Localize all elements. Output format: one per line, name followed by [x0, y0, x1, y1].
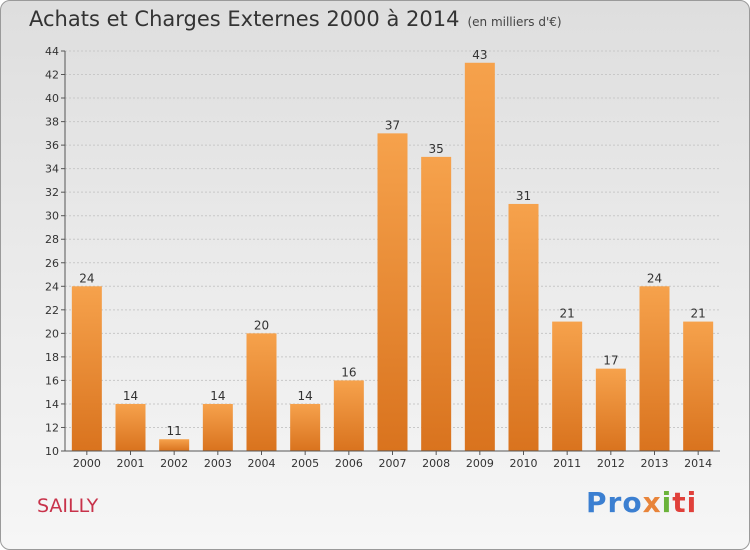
y-tick-label: 38 — [45, 116, 59, 129]
bar — [595, 368, 626, 451]
x-tick-label: 2006 — [335, 457, 363, 470]
y-tick-label: 32 — [45, 186, 59, 199]
bar-value-label: 14 — [210, 389, 225, 403]
bar — [290, 403, 321, 451]
y-tick-label: 42 — [45, 69, 59, 82]
x-tick-label: 2009 — [466, 457, 494, 470]
y-tick-label: 10 — [45, 445, 59, 458]
x-tick-label: 2001 — [117, 457, 145, 470]
logo-part-4: ti — [672, 486, 698, 519]
chart-title-text: Achats et Charges Externes 2000 à 2014 — [29, 7, 460, 31]
y-tick-label: 12 — [45, 421, 59, 434]
bar — [421, 156, 452, 451]
bar — [333, 380, 364, 451]
bar-value-label: 31 — [516, 189, 531, 203]
x-tick-label: 2005 — [291, 457, 319, 470]
chart-unit: (en milliers d'€) — [467, 15, 562, 29]
bar-value-label: 24 — [79, 271, 94, 285]
x-tick-label: 2010 — [510, 457, 538, 470]
bar — [508, 203, 539, 451]
bar-value-label: 37 — [385, 118, 400, 132]
x-tick-label: 2013 — [641, 457, 669, 470]
logo-part-3: i — [661, 486, 673, 519]
bar-value-label: 14 — [123, 389, 138, 403]
bar — [246, 333, 277, 451]
x-tick-label: 2002 — [160, 457, 188, 470]
y-tick-label: 30 — [45, 210, 59, 223]
bar-value-label: 17 — [603, 354, 618, 368]
chart-title: Achats et Charges Externes 2000 à 2014 (e… — [29, 7, 562, 31]
bar-value-label: 21 — [560, 307, 575, 321]
x-tick-label: 2000 — [73, 457, 101, 470]
bars: 24 14 11 14 20 14 16 37 35 43 31 21 17 24 21 — [71, 48, 714, 451]
x-tick-label: 2011 — [553, 457, 581, 470]
bar-value-label: 43 — [472, 48, 487, 62]
bar — [115, 403, 146, 451]
proxiti-logo: Proxiti — [586, 486, 697, 519]
logo-part-1: Pro — [586, 486, 643, 519]
y-tick-label: 36 — [45, 139, 59, 152]
bar — [202, 403, 233, 451]
y-tick-label: 24 — [45, 280, 59, 293]
x-tick-label: 2003 — [204, 457, 232, 470]
x-tick-label: 2012 — [597, 457, 625, 470]
bar-value-label: 16 — [341, 365, 356, 379]
bar-value-label: 11 — [167, 424, 182, 438]
x-tick-label: 2007 — [379, 457, 407, 470]
bar — [639, 286, 670, 451]
bar — [464, 62, 495, 451]
logo-part-2: x — [642, 486, 662, 519]
y-tick-label: 34 — [45, 163, 59, 176]
bar — [683, 321, 714, 451]
y-tick-label: 22 — [45, 304, 59, 317]
y-tick-label: 40 — [45, 92, 59, 105]
y-tick-label: 18 — [45, 351, 59, 364]
y-tick-label: 16 — [45, 374, 59, 387]
x-tick-label: 2014 — [684, 457, 712, 470]
y-tick-label: 14 — [45, 398, 59, 411]
axes: 10 12 14 16 18 20 22 24 26 28 30 32 34 36 38 40 42 44 2000… — [45, 45, 720, 470]
x-tick-label: 2004 — [248, 457, 276, 470]
x-tick-label: 2008 — [422, 457, 450, 470]
bar-value-label: 21 — [691, 307, 706, 321]
bar — [377, 133, 408, 451]
y-tick-label: 28 — [45, 233, 59, 246]
bar-value-label: 35 — [429, 142, 444, 156]
commune-name: SAILLY — [37, 495, 99, 517]
bar — [552, 321, 583, 451]
y-tick-label: 26 — [45, 257, 59, 270]
bar-value-label: 24 — [647, 271, 662, 285]
y-tick-label: 20 — [45, 327, 59, 340]
bar — [159, 439, 190, 451]
y-tick-label: 44 — [45, 45, 59, 58]
bar — [71, 286, 102, 451]
bar-value-label: 20 — [254, 318, 269, 332]
bar-value-label: 14 — [298, 389, 313, 403]
